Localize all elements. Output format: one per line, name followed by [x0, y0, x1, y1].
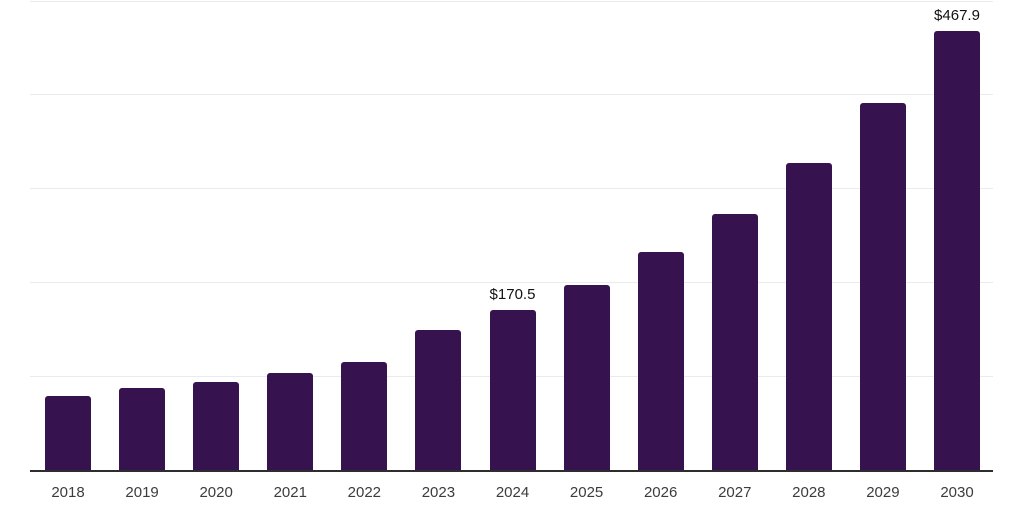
x-tick-2021: 2021 — [273, 484, 307, 501]
x-tick-2023: 2023 — [421, 484, 456, 501]
bar-2024 — [489, 310, 536, 471]
gridline-200 — [30, 282, 993, 284]
bar-2018 — [45, 396, 91, 471]
bar-2027 — [711, 213, 758, 471]
x-tick-2028: 2028 — [792, 484, 826, 501]
x-tick-2027: 2027 — [718, 484, 752, 501]
bar-2025 — [563, 285, 610, 471]
x-tick-2019: 2019 — [125, 484, 159, 501]
bar-2028 — [785, 162, 832, 471]
bar-2022 — [341, 361, 388, 471]
x-tick-2025: 2025 — [569, 484, 604, 501]
x-tick-2020: 2020 — [199, 484, 233, 501]
bar-2030 — [934, 31, 980, 471]
value-label-2030: $467.9 — [934, 7, 980, 25]
gridline-500 — [30, 0, 993, 2]
x-tick-2029: 2029 — [866, 484, 900, 501]
bar-2023 — [415, 329, 462, 471]
bar-2026 — [637, 252, 684, 471]
bar-2021 — [267, 373, 314, 471]
value-label-2024: $170.5 — [489, 286, 536, 304]
x-tick-2018: 2018 — [51, 484, 85, 501]
x-tick-2026: 2026 — [643, 484, 678, 501]
gridline-300 — [30, 188, 993, 190]
bar-2020 — [193, 381, 240, 471]
x-tick-2024: 2024 — [495, 484, 530, 501]
bar-2029 — [859, 103, 906, 471]
x-tick-2030: 2030 — [940, 484, 974, 501]
x-tick-2022: 2022 — [347, 484, 382, 501]
bar-2019 — [119, 388, 166, 471]
x-axis-line — [30, 470, 993, 472]
gridline-400 — [30, 94, 993, 96]
